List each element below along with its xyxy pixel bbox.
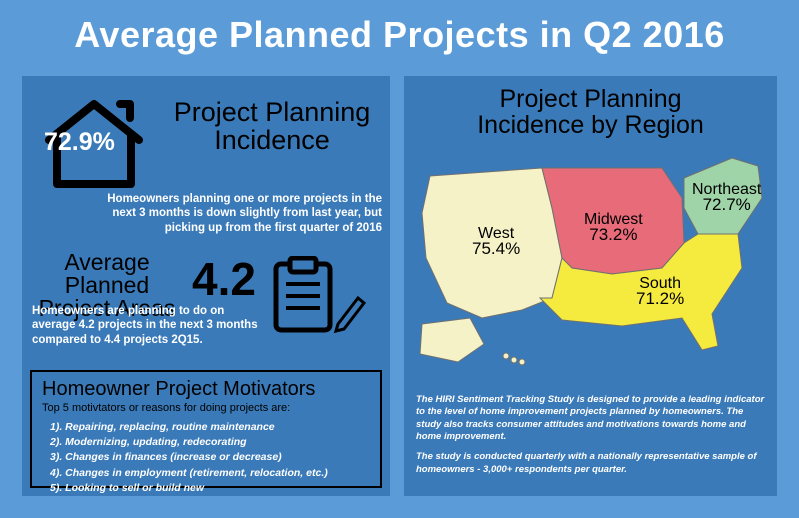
motivators-title: Homeowner Project Motivators (42, 378, 370, 401)
motivator-item: 5). Looking to sell or build new (50, 481, 370, 496)
avg-number: 4.2 (192, 252, 256, 306)
motivator-item: 3). Changes in finances (increase or dec… (50, 450, 370, 465)
motivators-list: 1). Repairing, replacing, routine mainte… (42, 420, 370, 496)
region-label-northeast: Northeast 72.7% (692, 182, 761, 213)
motivators-box: Homeowner Project Motivators Top 5 motiv… (30, 370, 382, 488)
main-title: Average Planned Projects in Q2 2016 (0, 14, 799, 56)
incidence-title: Project Planning Incidence (172, 98, 372, 155)
motivator-item: 2). Modernizing, updating, redecorating (50, 435, 370, 450)
clipboard-icon (270, 256, 370, 341)
motivators-subtitle: Top 5 motivtators or reasons for doing p… (42, 402, 370, 414)
motivator-item: 1). Repairing, replacing, routine mainte… (50, 420, 370, 435)
incidence-percent: 72.9% (44, 128, 115, 157)
header: Average Planned Projects in Q2 2016 (0, 0, 799, 66)
panel-region: Project Planning Incidence by Region (404, 76, 777, 496)
study-description: The HIRI Sentiment Tracking Study is des… (416, 394, 766, 484)
region-label-west: West 75.4% (472, 226, 520, 257)
region-label-midwest: Midwest 73.2% (584, 212, 643, 243)
infographic-root: Average Planned Projects in Q2 2016 72.9… (0, 0, 799, 518)
incidence-description: Homeowners planning one or more projects… (86, 192, 382, 235)
panel-incidence: 72.9% Project Planning Incidence Homeown… (22, 76, 390, 496)
avg-description: Homeowners are planning to do on average… (32, 304, 262, 347)
region-label-south: South 71.2% (636, 276, 684, 307)
motivator-item: 4). Changes in employment (retirement, r… (50, 466, 370, 481)
map-region-ak (420, 318, 484, 362)
us-map: West 75.4% Midwest 73.2% Northeast 72.7%… (412, 148, 770, 368)
map-region-hi (503, 353, 509, 359)
region-title: Project Planning Incidence by Region (404, 76, 777, 139)
